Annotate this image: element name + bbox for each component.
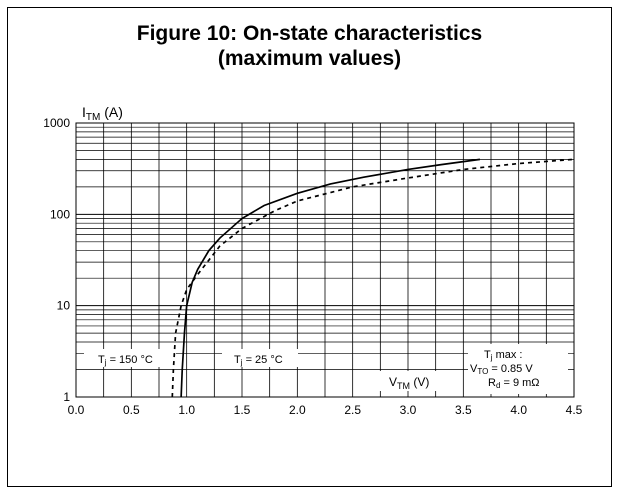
figure-frame: Figure 10: On-state characteristics (max… <box>7 7 612 487</box>
plot-border <box>75 122 575 398</box>
annotation-bg-vtm <box>378 371 456 391</box>
y-tick-label: 1000 <box>43 116 70 130</box>
x-tick-label: 4.5 <box>566 403 583 417</box>
series-line-1 <box>180 158 481 398</box>
y-tick-label: 10 <box>57 299 71 313</box>
x-tick-label: 1.0 <box>178 403 195 417</box>
annotation-tjmax: Tj max : <box>484 349 522 362</box>
x-tick-label: 3.0 <box>400 403 417 417</box>
x-tick-label: 3.5 <box>455 403 472 417</box>
series-line-2 <box>171 158 575 398</box>
x-tick-label: 2.0 <box>289 403 306 417</box>
x-tick-label: 0.0 <box>68 403 85 417</box>
x-tick-labels: 0.0 0.5 1.0 1.5 2.0 2.5 3.0 3.5 4.0 4.5 <box>68 403 583 417</box>
annotation-rd: Rd = 9 mΩ <box>488 377 540 390</box>
annotation-tj150: Tj = 150 °C <box>98 354 153 367</box>
y-tick-labels: 1 10 100 1000 <box>43 116 70 404</box>
x-tick-label: 2.5 <box>344 403 361 417</box>
figure-title: Figure 10: On-state characteristics (max… <box>8 21 611 71</box>
title-line-1: Figure 10: On-state characteristics <box>136 22 483 45</box>
y-axis-label: ITM (A) <box>82 104 123 123</box>
y-tick-label: 1 <box>63 390 70 404</box>
annotation-bg-t25 <box>222 349 298 367</box>
series-layer <box>171 158 575 398</box>
annotation-tj25: Tj = 25 °C <box>234 354 283 367</box>
x-axis-label: VTM (V) <box>389 375 429 391</box>
x-tick-label: 4.0 <box>510 403 527 417</box>
title-line-2: (maximum values) <box>217 47 402 70</box>
x-tick-label: 1.5 <box>234 403 251 417</box>
annotation-vto: VTO = 0.85 V <box>470 363 533 376</box>
x-tick-label: 0.5 <box>123 403 140 417</box>
annotation-bg-params <box>468 344 568 394</box>
y-tick-label: 100 <box>50 207 70 221</box>
annotation-bg-t150 <box>84 349 176 367</box>
